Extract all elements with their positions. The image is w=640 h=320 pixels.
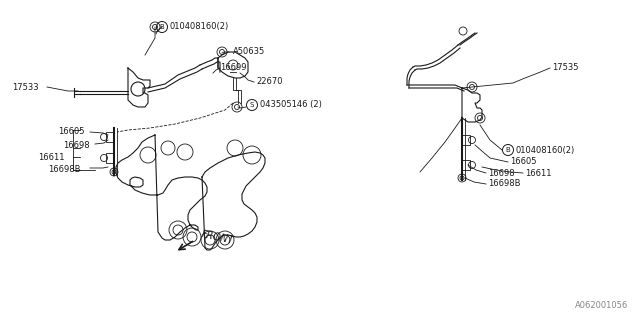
Text: A062001056: A062001056 xyxy=(575,301,628,310)
Text: A50635: A50635 xyxy=(233,47,265,57)
Text: 16699: 16699 xyxy=(220,63,246,73)
Text: 010408160(2): 010408160(2) xyxy=(170,22,229,31)
Text: 17535: 17535 xyxy=(552,63,579,73)
Text: 17533: 17533 xyxy=(12,83,38,92)
Text: 043505146 (2): 043505146 (2) xyxy=(260,100,322,109)
Text: 16698: 16698 xyxy=(488,169,515,178)
Text: 16611: 16611 xyxy=(525,169,552,178)
Text: S: S xyxy=(250,102,254,108)
Text: 16605: 16605 xyxy=(510,157,536,166)
Text: 16605: 16605 xyxy=(58,127,84,137)
Text: 010408160(2): 010408160(2) xyxy=(516,146,575,155)
Text: B: B xyxy=(506,147,510,153)
Text: FRONT: FRONT xyxy=(200,230,235,246)
Text: 16698B: 16698B xyxy=(488,180,520,188)
Text: 22670: 22670 xyxy=(256,77,282,86)
Text: 16698: 16698 xyxy=(63,141,90,150)
Text: 16698B: 16698B xyxy=(48,165,81,174)
Text: 16611: 16611 xyxy=(38,153,65,162)
Text: B: B xyxy=(159,24,164,30)
